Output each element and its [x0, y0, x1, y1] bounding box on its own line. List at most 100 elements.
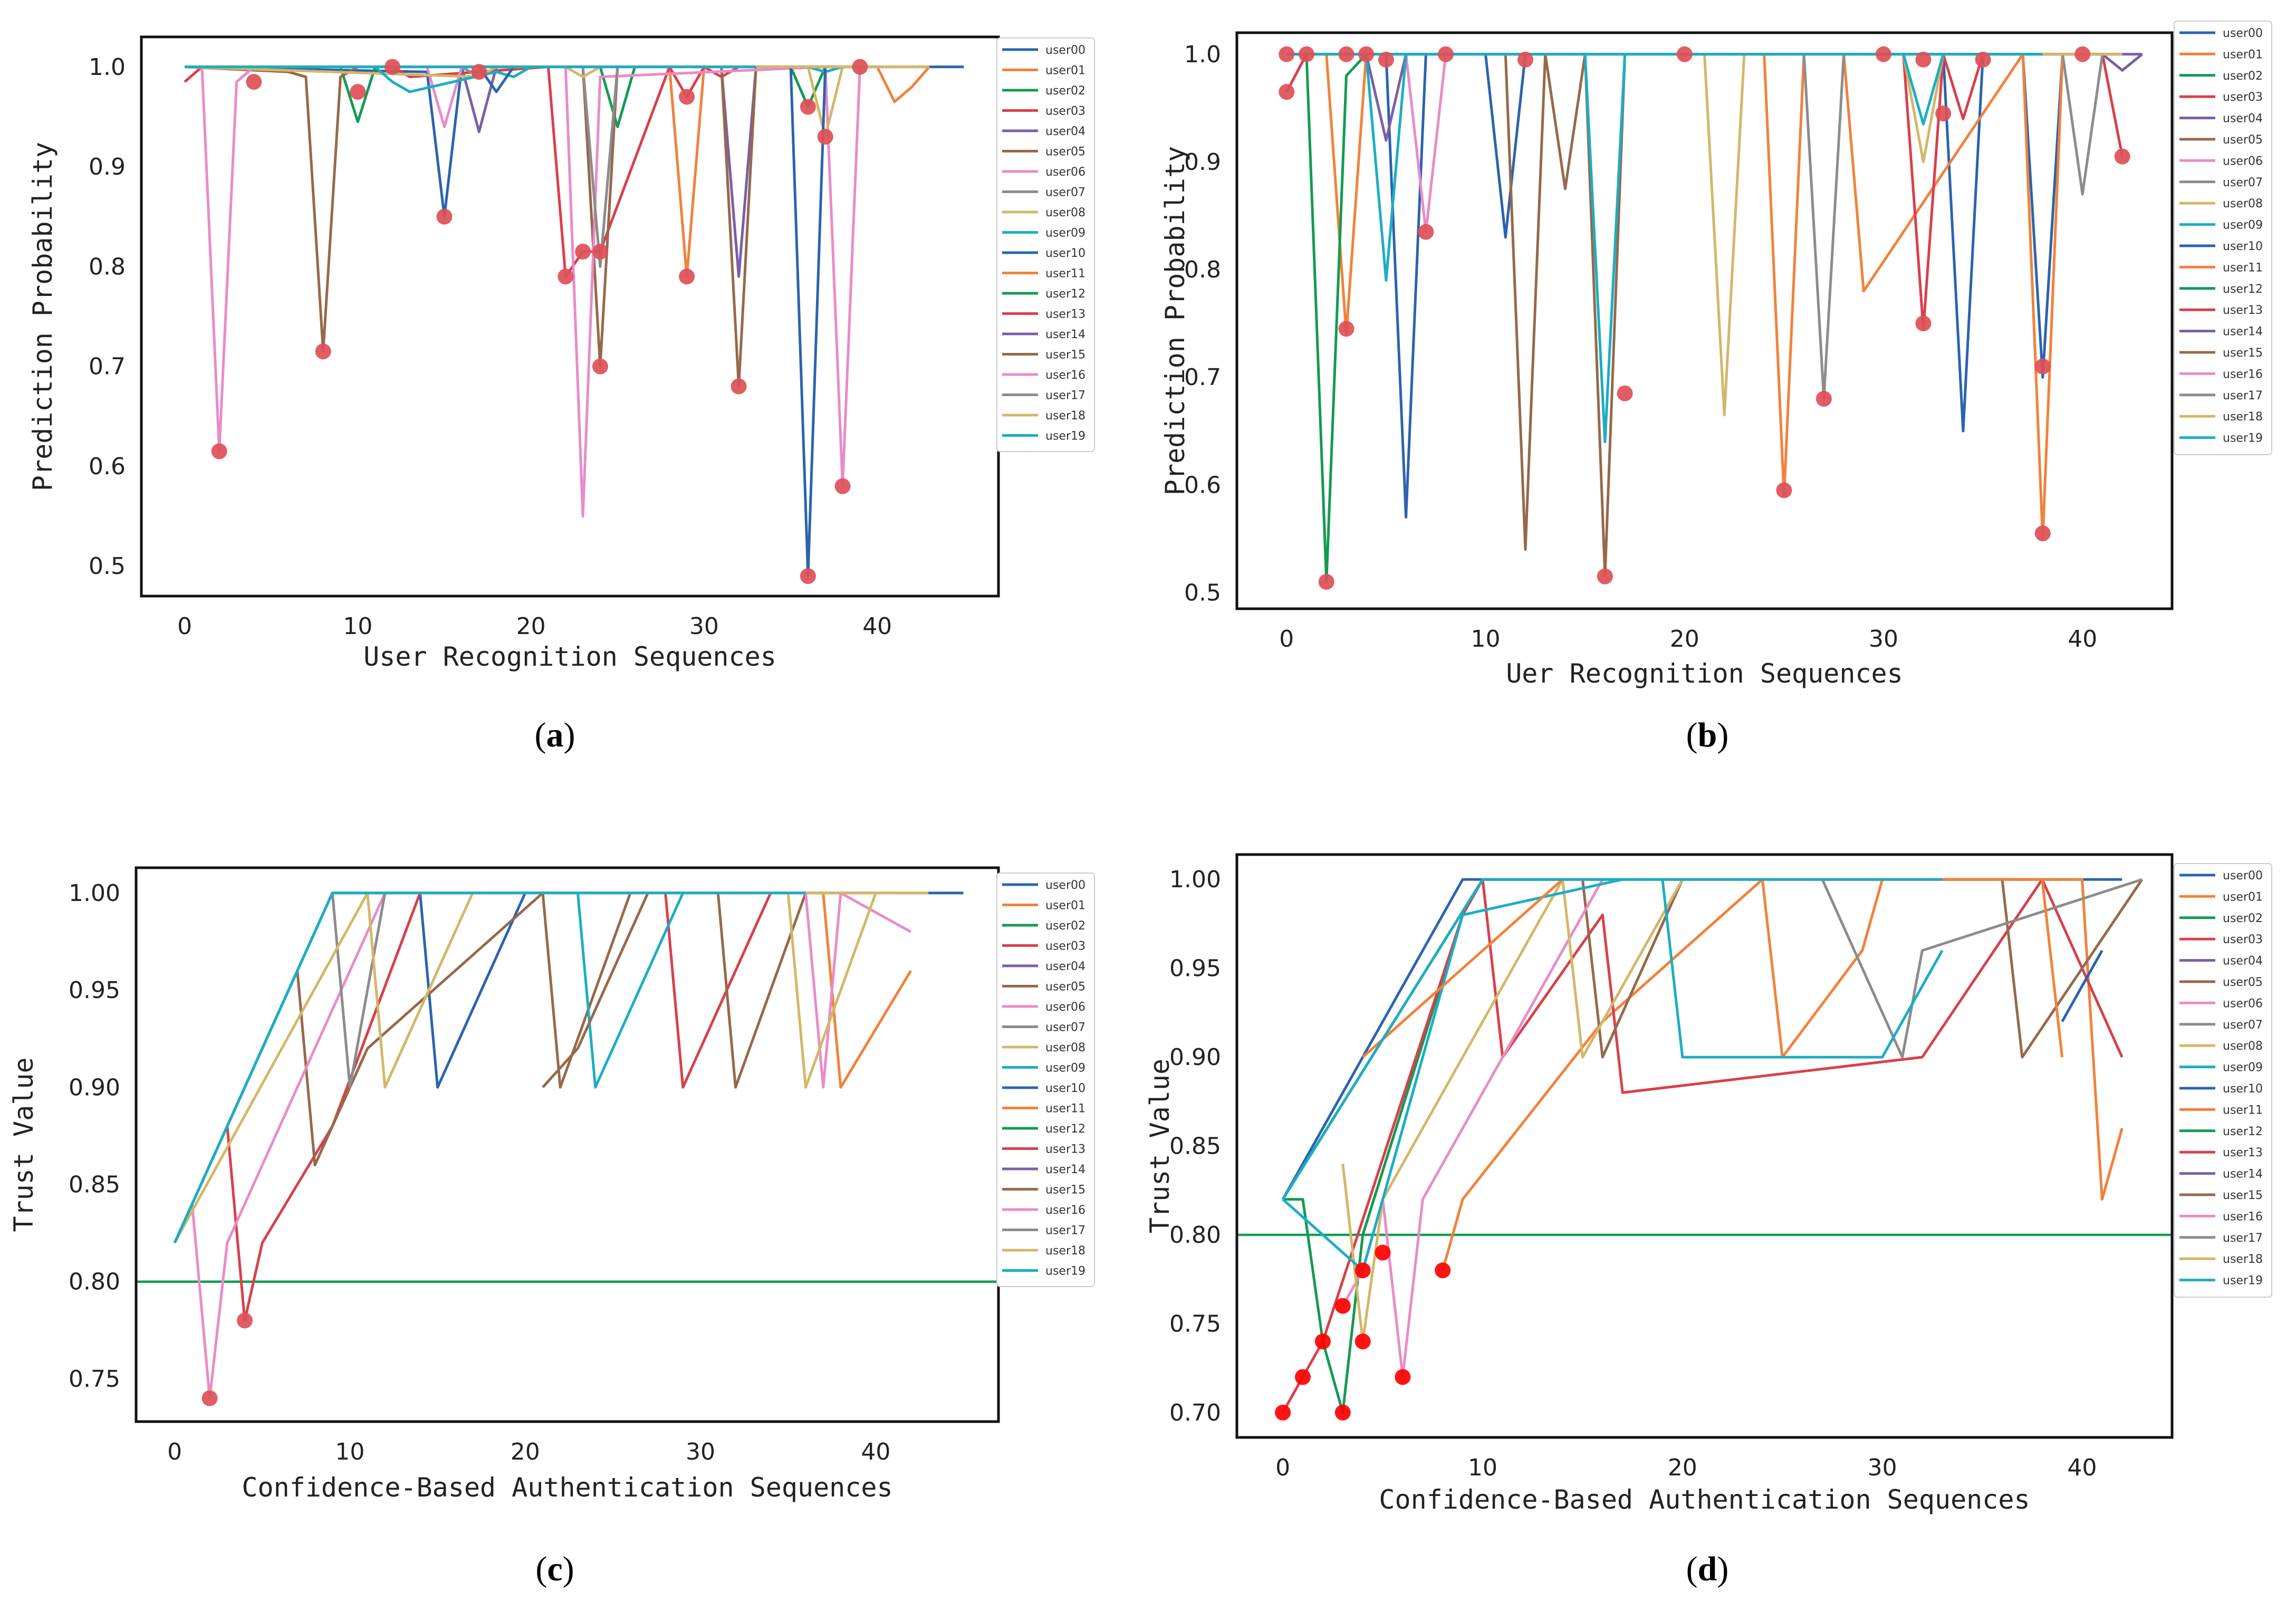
legend-label-user14: user14: [2223, 1168, 2263, 1181]
x-tick-label: 0: [177, 613, 192, 640]
data-marker: [1299, 46, 1315, 62]
data-marker: [1435, 1262, 1451, 1279]
data-marker: [237, 1312, 253, 1329]
legend-label-user00: user00: [1045, 879, 1085, 892]
y-tick-label: 0.75: [1169, 1310, 1221, 1337]
data-marker: [1395, 1369, 1411, 1385]
caption-open-paren: (: [535, 716, 546, 754]
x-tick-label: 20: [516, 613, 546, 640]
data-marker: [1358, 46, 1375, 62]
caption-close-paren: ): [563, 1550, 574, 1588]
series-line-user09: [1286, 53, 1945, 444]
plot-area: [136, 891, 998, 1400]
data-marker: [1676, 46, 1693, 62]
legend-label-user12: user12: [1045, 287, 1085, 301]
data-marker: [1776, 482, 1792, 498]
x-axis-label: Confidence-Based Authentication Sequence…: [242, 1472, 892, 1503]
legend-label-user08: user08: [1045, 1041, 1085, 1054]
legend: user00 user01 user02 user03 user04 user05 user…: [2174, 21, 2272, 455]
data-marker: [2034, 358, 2051, 375]
y-tick-label: 0.95: [69, 977, 120, 1004]
axes-frame: [140, 35, 1000, 598]
legend-box: [2174, 863, 2272, 1298]
legend-label-user08: user08: [2223, 1040, 2263, 1053]
x-tick-label: 10: [1471, 626, 1501, 653]
x-tick-label: 30: [1868, 1454, 1897, 1481]
caption-open-paren: (: [1686, 1550, 1698, 1588]
legend-label-user07: user07: [1045, 1021, 1085, 1034]
data-marker: [592, 243, 608, 260]
data-marker: [201, 1390, 218, 1406]
series-line-user00: [1286, 53, 2064, 519]
data-marker: [1334, 1298, 1351, 1314]
y-tick-label: 1.00: [69, 880, 120, 907]
legend-label-user12: user12: [2223, 1125, 2263, 1138]
series-line-user00: [185, 65, 964, 218]
series-line-user05: [1286, 53, 1627, 578]
legend-label-user12: user12: [1045, 1123, 1085, 1136]
legend-label-user17: user17: [1045, 1224, 1085, 1238]
data-marker: [1295, 1369, 1311, 1385]
legend-label-user07: user07: [1045, 186, 1085, 199]
data-marker: [1279, 46, 1295, 62]
data-marker: [1338, 321, 1354, 337]
legend-label-user04: user04: [2223, 112, 2263, 126]
data-marker: [800, 568, 816, 584]
series-line-user09: [185, 65, 843, 93]
data-marker: [385, 59, 401, 75]
legend-label-user18: user18: [1045, 409, 1085, 423]
legend-box: [996, 37, 1095, 452]
legend: user00 user01 user02 user03 user04 user05 user…: [996, 872, 1095, 1287]
axes-frame: [1235, 853, 2174, 1439]
series-line-user01: [1286, 53, 2064, 540]
series-line-user07: [185, 65, 619, 268]
legend-label-user13: user13: [2223, 304, 2263, 317]
legend: user00 user01 user02 user03 user04 user05 user…: [2174, 863, 2272, 1298]
data-marker: [1876, 46, 1892, 62]
data-marker: [1375, 1244, 1391, 1261]
data-marker: [679, 89, 695, 105]
chart-panel-b: 0 10 20 30 40 0.5 0.6 0.7 0.8 0.9 1.0 Uer Recogniti…: [1160, 21, 2272, 754]
legend-label-user11: user11: [2223, 261, 2263, 274]
y-tick-label: 0.80: [69, 1269, 120, 1296]
y-tick-label: 1.0: [89, 54, 126, 81]
legend-label-user10: user10: [1045, 1082, 1085, 1095]
legend-label-user08: user08: [1045, 206, 1085, 219]
data-marker: [1314, 1334, 1331, 1350]
x-axis-label: Confidence-Based Authentication Sequence…: [1379, 1484, 2030, 1515]
y-tick-label: 0.85: [69, 1172, 120, 1198]
legend-label-user08: user08: [2223, 197, 2263, 210]
legend-label-user17: user17: [1045, 389, 1085, 402]
x-tick-label: 40: [2068, 1454, 2097, 1481]
axes-frame: [1235, 31, 2174, 610]
legend-label-user05: user05: [1045, 981, 1085, 994]
legend-label-user15: user15: [1045, 1184, 1085, 1197]
legend-label-user13: user13: [2223, 1146, 2263, 1159]
legend-label-user16: user16: [1045, 1204, 1085, 1217]
series-line-user03: [226, 891, 876, 1322]
data-marker: [1354, 1334, 1371, 1350]
legend-label-user03: user03: [2223, 933, 2263, 946]
legend-label-user06: user06: [2223, 155, 2263, 168]
series-line-user01: [1441, 878, 2124, 1271]
y-tick-label: 0.90: [69, 1074, 120, 1101]
legend-label-user14: user14: [1045, 328, 1085, 341]
legend-box: [996, 872, 1095, 1287]
legend-label-user04: user04: [1045, 960, 1085, 973]
y-tick-label: 0.7: [1184, 364, 1221, 391]
data-marker: [817, 129, 833, 145]
y-axis-label: Prediction Probability: [27, 142, 58, 491]
legend-label-user12: user12: [2223, 283, 2263, 296]
legend-label-user19: user19: [1045, 430, 1085, 443]
y-axis-label: Trust Value: [8, 1057, 39, 1232]
x-tick-label: 40: [862, 613, 892, 640]
legend-label-user06: user06: [1045, 166, 1085, 179]
data-marker: [2114, 148, 2130, 165]
data-marker: [350, 84, 366, 100]
legend-label-user17: user17: [2223, 1232, 2263, 1245]
legend-label-user16: user16: [2223, 368, 2263, 381]
data-marker: [1418, 224, 1434, 240]
series-line-user08: [173, 891, 929, 1244]
data-marker: [1378, 52, 1394, 68]
